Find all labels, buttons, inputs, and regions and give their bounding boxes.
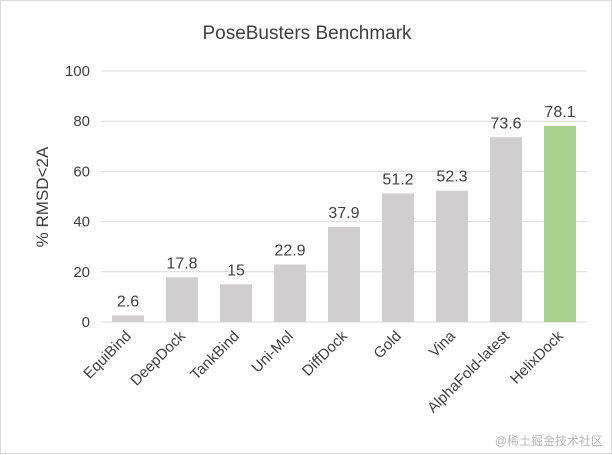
data-label: 15 [227, 262, 245, 279]
bar-gold [382, 193, 414, 322]
y-tick-label: 40 [73, 214, 90, 231]
bar-deepdock [166, 277, 198, 322]
data-label: 51.2 [382, 171, 413, 188]
bar-vina [436, 190, 468, 322]
bar-uni-mol [274, 264, 306, 322]
y-tick-label: 80 [73, 113, 90, 130]
category-label: DeepDock [127, 327, 189, 389]
y-tick-label: 20 [73, 264, 90, 281]
chart-title: PoseBusters Benchmark [202, 23, 412, 44]
data-label: 78.1 [544, 104, 575, 121]
y-axis-ticks: 0 20 40 60 80 100 [65, 63, 90, 331]
data-label: 52.3 [436, 169, 467, 186]
category-label: TankBind [187, 328, 243, 384]
bar-equibind [112, 315, 144, 322]
bar-diffdock [328, 226, 360, 322]
y-tick-label: 60 [73, 163, 90, 180]
data-label: 22.9 [274, 243, 305, 260]
bar-tankbind [220, 284, 252, 322]
bar-helixdock [544, 125, 576, 323]
category-label: Uni-Mol [248, 328, 297, 377]
bar-alphafold-latest [490, 137, 522, 322]
category-label: HelixDock [507, 327, 567, 387]
category-label: Vina [426, 327, 460, 361]
data-labels: 2.6 17.8 15 22.9 37.9 51.2 52.3 73.6 78.1 [117, 104, 576, 311]
y-tick-label: 0 [82, 314, 90, 331]
data-label: 73.6 [490, 115, 521, 132]
data-label: 2.6 [117, 293, 139, 310]
y-axis-label: % RMSD<2A [33, 146, 52, 247]
category-label: DiffDock [299, 327, 351, 379]
y-tick-label: 100 [65, 63, 90, 80]
data-label: 17.8 [166, 255, 197, 272]
watermark: @稀土掘金技术社区 [495, 433, 603, 448]
category-label: Gold [370, 328, 404, 362]
category-label: EquiBind [80, 328, 134, 382]
data-label: 37.9 [328, 205, 359, 222]
bars [112, 125, 576, 323]
